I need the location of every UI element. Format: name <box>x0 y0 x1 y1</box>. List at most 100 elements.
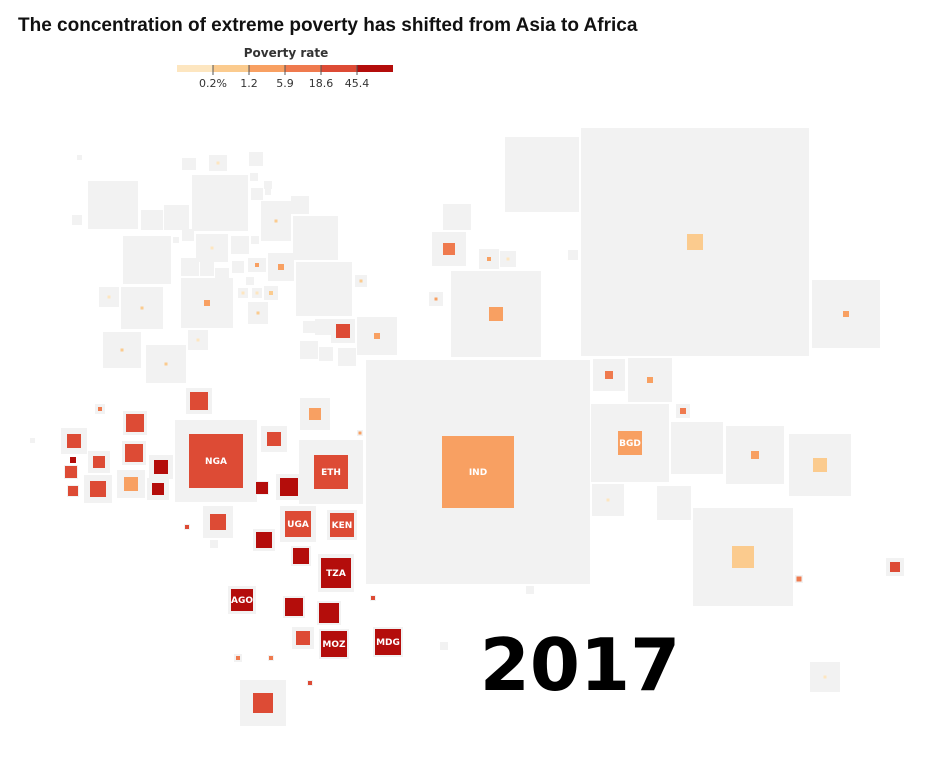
tile-background <box>272 227 290 241</box>
country-code-label: AGO <box>231 596 253 606</box>
poverty-square <box>120 348 124 352</box>
country-tile <box>251 236 259 244</box>
tile-background <box>300 297 306 303</box>
country-tile <box>234 654 242 662</box>
country-tile <box>338 348 356 366</box>
poverty-square <box>319 603 339 623</box>
country-tile <box>505 137 579 212</box>
country-tile <box>149 455 173 479</box>
legend-swatch <box>321 65 357 72</box>
tile-background <box>568 250 578 260</box>
country-tile <box>315 319 331 335</box>
country-tile <box>251 188 263 200</box>
poverty-square <box>278 264 284 270</box>
poverty-square <box>359 279 363 283</box>
tile-background <box>291 196 309 214</box>
tile-background <box>164 205 189 230</box>
country-tile <box>200 262 214 276</box>
country-tile <box>61 428 87 454</box>
poverty-square <box>267 432 281 446</box>
country-tile <box>192 175 248 231</box>
poverty-square <box>255 291 259 295</box>
tile-background <box>88 181 138 229</box>
country-tile <box>319 347 333 361</box>
country-tile <box>255 481 269 495</box>
poverty-square <box>185 525 189 529</box>
poverty-square <box>314 455 348 489</box>
country-tile <box>355 275 367 287</box>
country-tile <box>123 411 147 435</box>
country-tile <box>300 398 330 430</box>
poverty-square <box>216 161 220 165</box>
country-tile-eth: ETH <box>299 440 363 504</box>
poverty-square <box>241 291 245 295</box>
poverty-square <box>274 219 278 223</box>
poverty-square <box>285 511 311 537</box>
country-tile <box>238 288 248 298</box>
country-tile <box>30 438 35 443</box>
poverty-square <box>70 457 76 463</box>
country-tile <box>276 474 302 500</box>
tile-background <box>251 236 259 244</box>
country-tile <box>186 388 212 414</box>
poverty-square <box>506 257 510 261</box>
poverty-square <box>823 675 827 679</box>
chart-title: The concentration of extreme poverty has… <box>18 15 638 36</box>
tile-background <box>232 261 244 273</box>
tile-background <box>526 586 534 594</box>
tile-background <box>293 216 338 260</box>
country-code-label: KEN <box>332 521 353 531</box>
country-tile <box>121 287 163 329</box>
tile-background <box>251 188 263 200</box>
country-tile-ind: IND <box>366 360 590 584</box>
tile-background <box>315 319 331 335</box>
poverty-square <box>125 444 143 462</box>
country-tile <box>164 205 189 230</box>
poverty-square <box>489 307 503 321</box>
tile-background <box>338 348 356 366</box>
country-tile <box>146 345 186 383</box>
tile-background <box>210 540 218 548</box>
country-tile <box>253 529 275 551</box>
country-tile <box>173 237 179 243</box>
tile-background <box>319 347 333 361</box>
poverty-square <box>210 514 226 530</box>
poverty-square <box>65 466 77 478</box>
poverty-square <box>434 297 438 301</box>
tile-background <box>200 262 214 276</box>
country-tile <box>141 210 163 230</box>
country-tile <box>182 158 196 170</box>
country-tile <box>693 508 793 606</box>
country-tile <box>84 475 112 503</box>
poverty-square <box>189 434 243 488</box>
country-tile <box>429 292 443 306</box>
poverty-square <box>606 498 610 502</box>
country-tile <box>246 277 254 285</box>
country-tile-nga: NGA <box>175 420 257 502</box>
country-tile <box>117 470 145 498</box>
poverty-square <box>732 546 754 568</box>
poverty-square <box>285 598 303 616</box>
country-tile <box>231 236 249 254</box>
legend-swatch <box>357 65 393 72</box>
country-tile <box>261 426 287 452</box>
tile-background <box>231 236 249 254</box>
country-tile <box>203 506 233 538</box>
country-tile <box>628 358 672 402</box>
country-tile <box>103 332 141 368</box>
poverty-square <box>374 333 380 339</box>
country-tile <box>291 546 311 566</box>
country-tile-bgd: BGD <box>591 404 669 482</box>
country-tile <box>232 261 244 273</box>
country-tile <box>657 486 691 520</box>
country-tile <box>307 680 313 686</box>
poverty-square <box>358 431 362 435</box>
tile-background <box>77 155 82 160</box>
tile-background <box>443 204 471 230</box>
country-tile <box>526 586 534 594</box>
country-tile <box>268 253 294 281</box>
poverty-square <box>190 392 208 410</box>
poverty-square <box>210 246 214 250</box>
tile-background <box>173 237 179 243</box>
